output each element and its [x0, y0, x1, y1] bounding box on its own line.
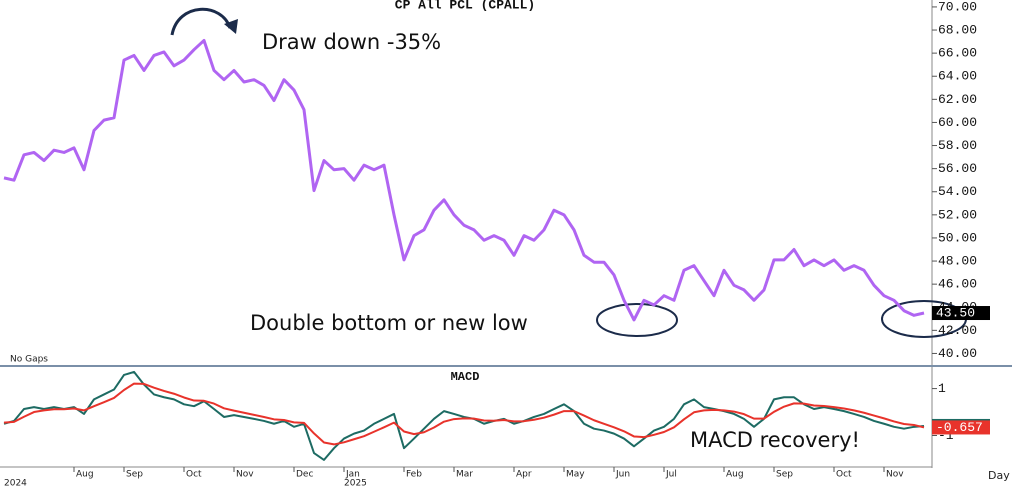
last-value-label: 43.50 — [936, 305, 975, 320]
x-tick-label: Mar — [456, 470, 473, 480]
x-tick-label: Apr — [516, 470, 532, 480]
y-tick-label: 64.00 — [938, 69, 977, 84]
x-tick-label: Aug — [726, 470, 744, 480]
y-tick-label: 46.00 — [938, 277, 977, 292]
x-tick-label: Jun — [615, 470, 630, 480]
y-tick-label: 70.00 — [938, 0, 977, 14]
last-value-label: -0.657 — [936, 420, 983, 435]
macd-title: MACD — [451, 370, 480, 384]
y-tick-label: 66.00 — [938, 46, 977, 61]
last-value-box — [932, 420, 990, 435]
annotation: MACD recovery! — [690, 428, 860, 452]
x-year-label: 2024 — [4, 479, 27, 489]
x-tick-label: Jul — [665, 470, 677, 480]
x-tick-label: Sep — [126, 470, 143, 480]
y-tick-label: 56.00 — [938, 161, 977, 176]
last-value-box — [932, 306, 990, 321]
x-tick-label: Nov — [236, 470, 254, 480]
x-tick-label: Oct — [186, 470, 202, 480]
annotation: Draw down -35% — [262, 30, 441, 54]
line — [3, 382, 925, 446]
y-tick-label: 68.00 — [938, 22, 977, 37]
chart-title: CP All PCL (CPALL) — [395, 0, 535, 12]
line — [3, 370, 925, 461]
x-year-label: 2025 — [344, 479, 367, 489]
x-tick-label: Feb — [406, 470, 422, 480]
x-tick-label: Aug — [76, 470, 94, 480]
y-tick-label: 62.00 — [938, 92, 977, 107]
y-tick-label: 60.00 — [938, 115, 977, 130]
y-tick-label: 48.00 — [938, 253, 977, 268]
note: No Gaps — [10, 355, 48, 365]
y-tick-label: 1 — [938, 381, 946, 396]
x-tick-label: Jan — [345, 470, 360, 480]
highlight-ellipse — [596, 303, 678, 337]
y-tick-label: 52.00 — [938, 207, 977, 222]
y-tick-label: 58.00 — [938, 138, 977, 153]
arrow — [170, 7, 232, 36]
x-tick-label: Nov — [886, 470, 904, 480]
x-tick-label: Oct — [836, 470, 852, 480]
x-tick-label: Sep — [776, 470, 793, 480]
x-tick-label: Dec — [296, 470, 313, 480]
x-axis-label: Day — [988, 469, 1010, 482]
annotation: Double bottom or new low — [250, 311, 528, 335]
arrow-head — [224, 19, 238, 34]
line — [3, 38, 925, 322]
x-tick-label: May — [566, 470, 585, 480]
y-tick-label: 40.00 — [938, 346, 977, 361]
y-tick-label: 50.00 — [938, 230, 977, 245]
y-tick-label: 42.00 — [938, 323, 977, 338]
y-tick-label: 54.00 — [938, 184, 977, 199]
